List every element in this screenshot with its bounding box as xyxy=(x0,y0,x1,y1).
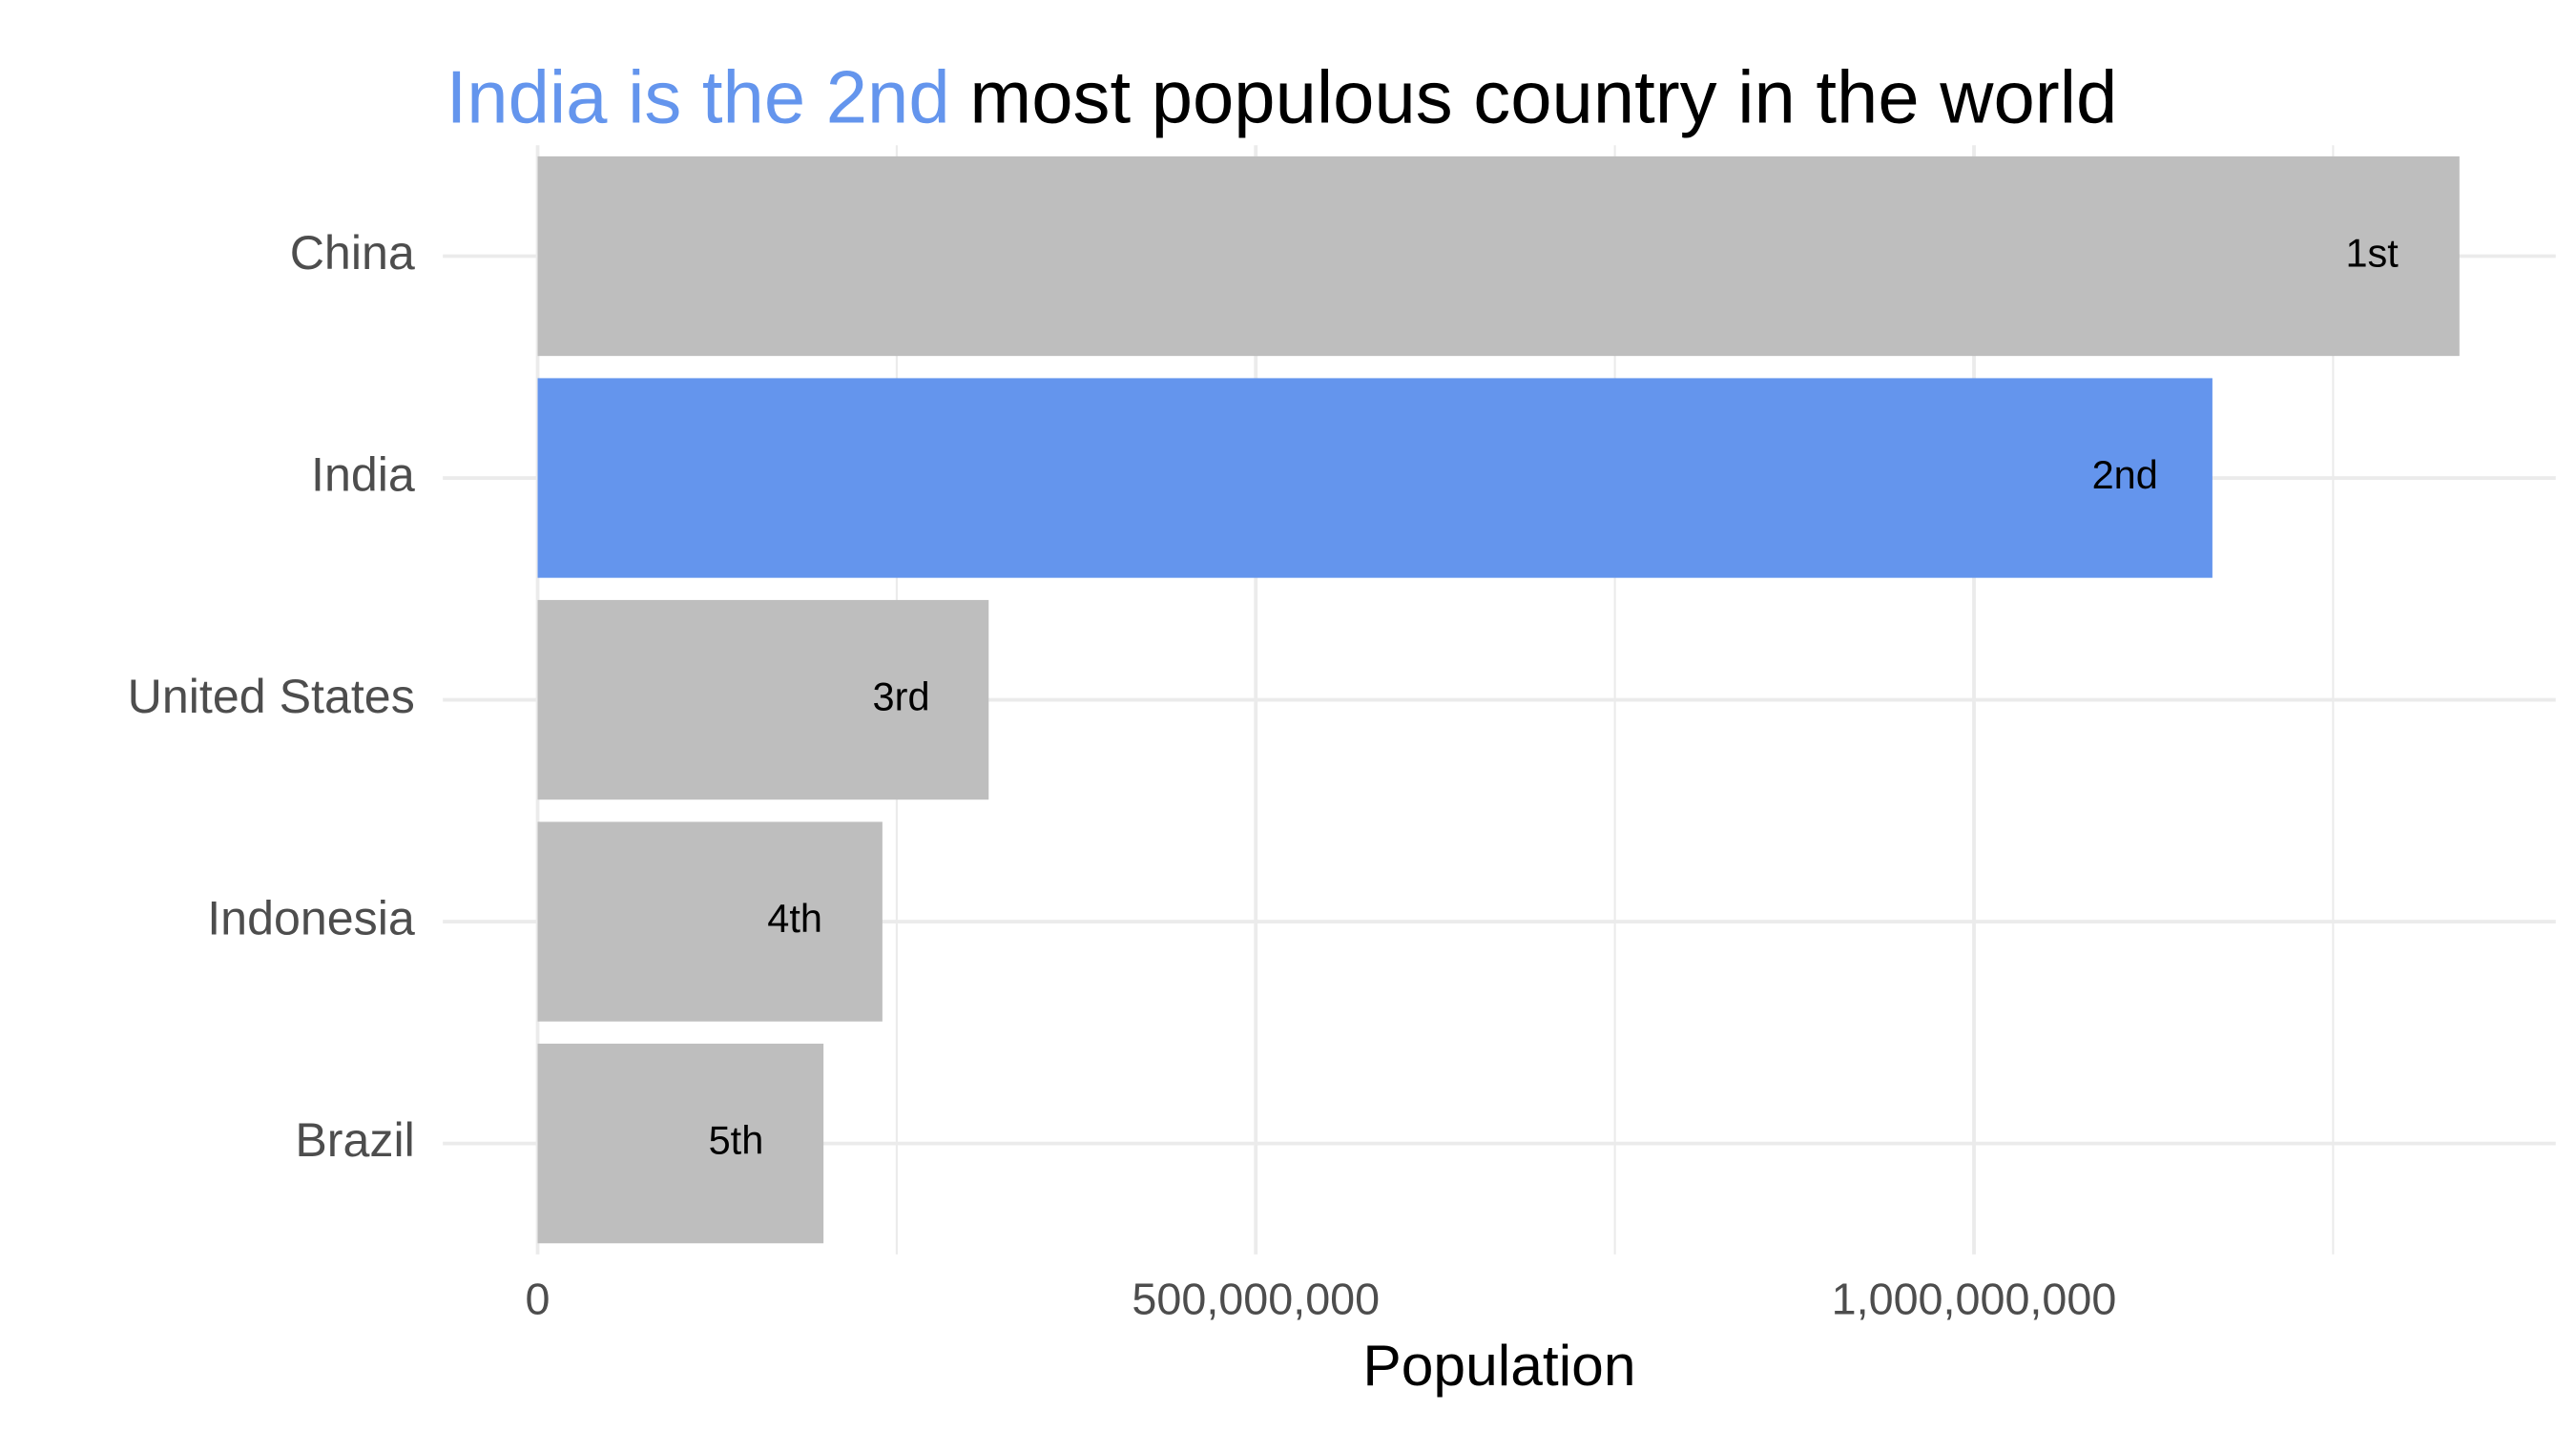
title-rest: most populous country in the world xyxy=(969,56,2117,138)
bar xyxy=(537,1043,824,1244)
bar xyxy=(537,156,2460,357)
bar-label: 2nd xyxy=(2092,452,2158,497)
chart-title: India is the 2nd most populous country in… xyxy=(447,56,2118,138)
bar xyxy=(537,378,2212,578)
x-tick-label: 500,000,000 xyxy=(1132,1274,1380,1323)
bar-label: 4th xyxy=(767,896,822,941)
x-axis-label: Population xyxy=(1362,1333,1635,1398)
bar-label: 5th xyxy=(709,1118,764,1163)
y-tick-label: Brazil xyxy=(295,1113,414,1167)
y-tick-label: China xyxy=(290,226,415,280)
y-tick-label: Indonesia xyxy=(207,891,415,944)
x-tick-label: 1,000,000,000 xyxy=(1832,1274,2117,1323)
bar-label: 1st xyxy=(2345,230,2399,275)
title-highlight: India is the 2nd xyxy=(447,56,950,138)
bar-label: 3rd xyxy=(873,674,930,719)
y-tick-label: United States xyxy=(128,670,415,723)
y-tick-label: India xyxy=(311,447,415,501)
x-tick-label: 0 xyxy=(526,1274,551,1323)
bar xyxy=(537,599,989,800)
bar xyxy=(537,821,883,1022)
